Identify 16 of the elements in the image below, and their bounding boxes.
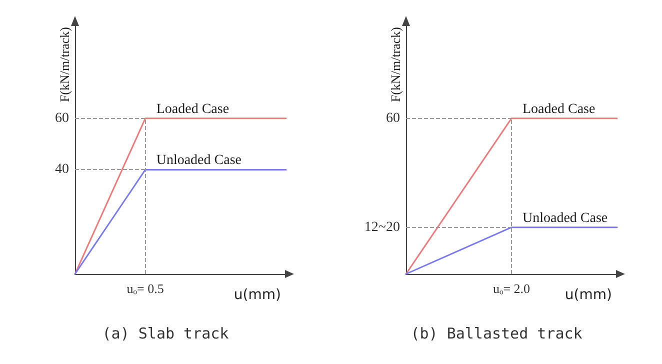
x-axis-title: u(mm) (564, 287, 612, 303)
text: (a) Slab track (102, 324, 229, 342)
text: 40 (55, 162, 69, 178)
text: uₒ= 2.0 (492, 281, 530, 296)
series-label: Loaded Case (156, 102, 230, 117)
series-label: Unloaded Case (156, 153, 242, 168)
text: 60 (386, 110, 400, 126)
y-axis-title: F(kN/m/track) (57, 27, 72, 102)
text: (b) Ballasted track (410, 324, 582, 342)
text: uₒ= 0.5 (126, 281, 164, 296)
series-label: Unloaded Case (522, 210, 608, 226)
series-label: Loaded Case (522, 102, 596, 117)
x-axis-title: u(mm) (234, 287, 281, 303)
text: 12~20 (364, 220, 400, 235)
text: 60 (55, 110, 69, 126)
y-axis-title: F(kN/m/track) (388, 27, 403, 102)
